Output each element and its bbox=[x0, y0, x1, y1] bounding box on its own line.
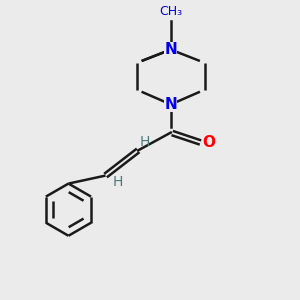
Text: N: N bbox=[164, 97, 177, 112]
Text: H: H bbox=[113, 175, 123, 189]
Text: O: O bbox=[202, 136, 215, 151]
Text: H: H bbox=[140, 135, 150, 149]
Text: N: N bbox=[164, 42, 177, 57]
Text: CH₃: CH₃ bbox=[159, 5, 182, 18]
